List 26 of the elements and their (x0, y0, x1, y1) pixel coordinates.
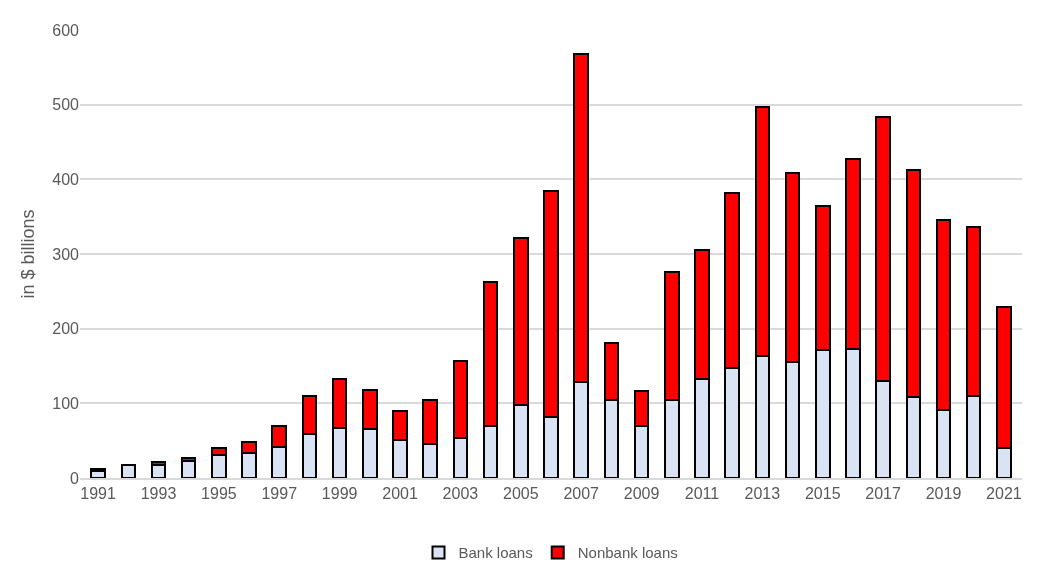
y-tick-label: 200 (52, 320, 80, 338)
x-tick-label: 2009 (623, 485, 660, 503)
x-tick-label: 2003 (442, 485, 479, 503)
legend-label: Bank loans (458, 544, 533, 562)
x-tick-label: 2013 (744, 485, 781, 503)
x-tick-label: 2019 (925, 485, 962, 503)
x-tick-label: 2017 (865, 485, 902, 503)
y-tick-label: 0 (70, 469, 80, 487)
x-tick-label: 2007 (563, 485, 600, 503)
x-tick-label: 2005 (503, 485, 539, 503)
x-tick-label: 2021 (986, 485, 1022, 503)
x-tick-label: 1993 (140, 485, 177, 503)
y-tick-label: 100 (52, 394, 80, 412)
x-tick-label: 1995 (201, 485, 237, 503)
x-tick-label: 2001 (382, 485, 418, 503)
x-tick-label: 2015 (804, 485, 841, 503)
x-tick-label: 1999 (321, 485, 358, 503)
y-tick-label: 500 (52, 96, 80, 114)
y-axis-title: in $ billions (18, 209, 38, 299)
y-tick-label: 300 (52, 245, 80, 263)
y-tick-label: 400 (52, 170, 80, 188)
legend-label: Nonbank loans (577, 544, 678, 562)
y-tick-label: 600 (52, 21, 80, 39)
x-tick-label: 1997 (261, 485, 298, 503)
x-tick-label: 1991 (80, 485, 117, 503)
x-tick-label: 2011 (684, 485, 720, 503)
